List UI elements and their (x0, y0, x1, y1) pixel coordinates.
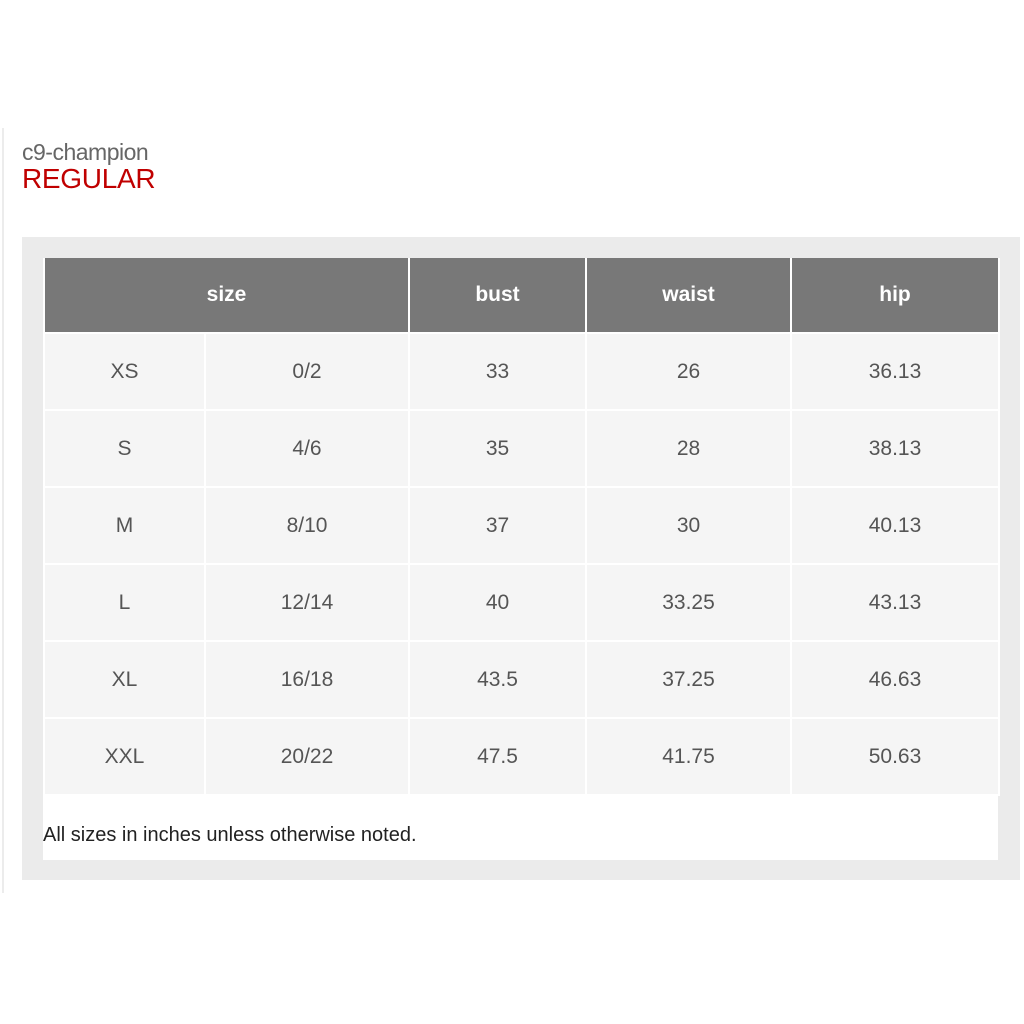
cell-waist: 33.25 (585, 563, 793, 642)
cell-hip: 40.13 (790, 486, 1001, 565)
cell-bust: 37 (408, 486, 588, 565)
size-table: size bust waist hip XS 0/2 33 26 36.13 S 4/6 35… (42, 258, 1001, 796)
cell-size-number: 4/6 (203, 409, 411, 488)
cell-waist: 28 (585, 409, 793, 488)
cell-size-letter: XS (43, 332, 206, 411)
table-row: M 8/10 37 30 40.13 (43, 486, 1001, 565)
cell-size-number: 12/14 (203, 563, 411, 642)
cell-waist: 26 (585, 332, 793, 411)
cell-size-letter: S (43, 409, 206, 488)
table-row: XS 0/2 33 26 36.13 (43, 332, 1001, 411)
cell-waist: 30 (585, 486, 793, 565)
cell-size-letter: XL (43, 640, 206, 719)
units-note: All sizes in inches unless otherwise not… (43, 824, 417, 846)
cell-bust: 47.5 (408, 717, 588, 796)
cell-bust: 35 (408, 409, 588, 488)
cell-hip: 43.13 (790, 563, 1001, 642)
header-bust: bust (408, 258, 588, 334)
header-row: size bust waist hip (42, 258, 1001, 334)
cell-bust: 43.5 (408, 640, 588, 719)
cell-size-letter: L (43, 563, 206, 642)
cell-size-number: 0/2 (203, 332, 411, 411)
table-row: XL 16/18 43.5 37.25 46.63 (43, 640, 1001, 719)
cell-hip: 36.13 (790, 332, 1001, 411)
header-hip: hip (790, 258, 1001, 334)
cell-size-number: 20/22 (203, 717, 411, 796)
cell-bust: 33 (408, 332, 588, 411)
size-chart-panel: size bust waist hip XS 0/2 33 26 36.13 S 4/6 35… (22, 237, 1020, 880)
fit-title: REGULAR (22, 163, 156, 194)
brand-name: c9-champion (22, 139, 149, 165)
cell-hip: 46.63 (790, 640, 1001, 719)
cell-size-letter: M (43, 486, 206, 565)
cell-bust: 40 (408, 563, 588, 642)
cell-waist: 37.25 (585, 640, 793, 719)
cell-size-letter: XXL (43, 717, 206, 796)
size-chart: size bust waist hip XS 0/2 33 26 36.13 S 4/6 35… (42, 258, 1001, 860)
cell-hip: 38.13 (790, 409, 1001, 488)
cell-size-number: 16/18 (203, 640, 411, 719)
table-row: S 4/6 35 28 38.13 (43, 409, 1001, 488)
cell-waist: 41.75 (585, 717, 793, 796)
cell-size-number: 8/10 (203, 486, 411, 565)
table-row: XXL 20/22 47.5 41.75 50.63 (43, 717, 1001, 796)
cell-hip: 50.63 (790, 717, 1001, 796)
header-waist: waist (585, 258, 793, 334)
header-size: size (42, 258, 411, 334)
table-row: L 12/14 40 33.25 43.13 (43, 563, 1001, 642)
divider-line (2, 128, 4, 893)
